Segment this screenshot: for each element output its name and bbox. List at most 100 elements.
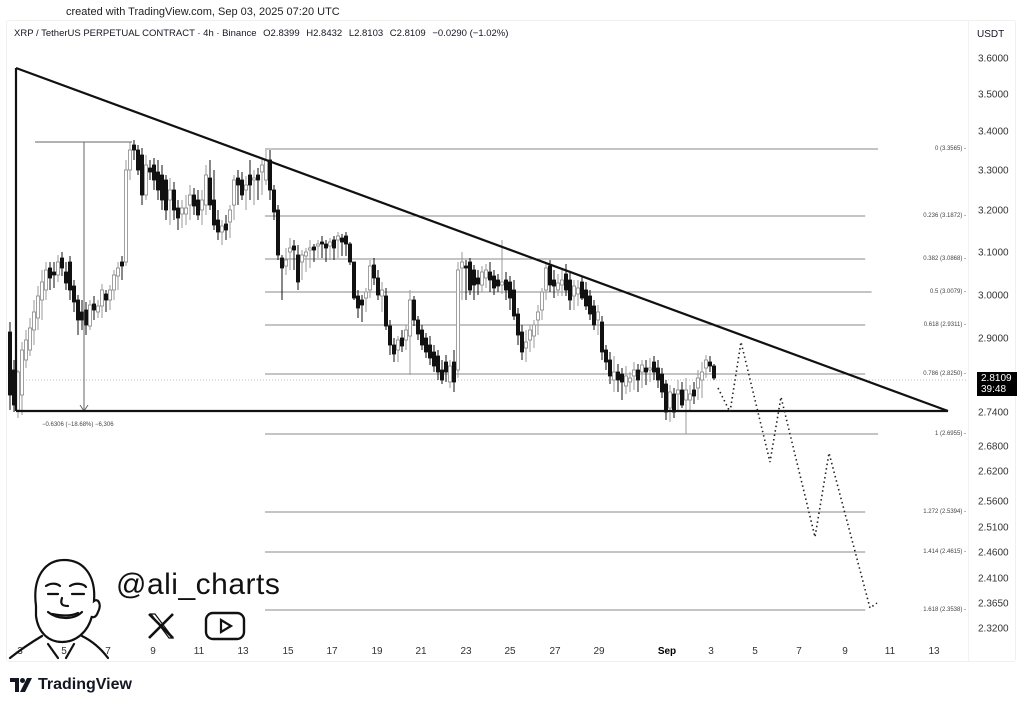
- fib-level-label: 1.272 (2.5394) -: [923, 509, 966, 515]
- price-tick-label: 3.0000: [978, 290, 1009, 302]
- bearish-candle: [223, 223, 228, 231]
- bearish-candle: [419, 329, 424, 346]
- bearish-candle: [463, 265, 468, 269]
- symbol-legend: XRP / TetherUS PERPETUAL CONTRACT · 4h ·…: [14, 28, 512, 39]
- tradingview-logo[interactable]: TradingView: [10, 676, 132, 694]
- bearish-candle: [139, 154, 144, 196]
- bullish-candle: [283, 259, 288, 267]
- bearish-candle: [516, 313, 521, 336]
- bearish-candle: [60, 257, 65, 269]
- bearish-candle: [155, 171, 160, 191]
- bullish-candle: [447, 365, 452, 383]
- bearish-candle: [491, 275, 496, 289]
- bearish-candle: [275, 209, 280, 256]
- bearish-candle: [215, 219, 220, 233]
- bullish-candle: [532, 324, 537, 337]
- bearish-candle: [48, 267, 53, 279]
- price-tick-label: 3.5000: [978, 89, 1009, 101]
- time-tick-label: 29: [593, 646, 605, 657]
- projected-path: [717, 341, 878, 610]
- bar-countdown: 39:48: [981, 384, 1007, 395]
- bullish-candle: [263, 159, 268, 181]
- bearish-candle: [68, 261, 73, 291]
- bullish-candle: [100, 289, 105, 307]
- bullish-candle: [632, 369, 637, 377]
- bearish-candle: [92, 303, 97, 311]
- fib-level-label: 0 (3.3565) -: [934, 146, 966, 152]
- bullish-candle: [499, 281, 504, 286]
- tradingview-logo-icon: [10, 678, 32, 692]
- bullish-candle: [124, 169, 129, 263]
- bearish-candle: [291, 245, 296, 251]
- bearish-candle: [171, 189, 176, 211]
- bearish-candle: [247, 174, 252, 186]
- bullish-candle: [32, 311, 37, 331]
- bullish-candle: [536, 311, 541, 321]
- bearish-candle: [76, 299, 81, 321]
- bearish-candle: [592, 305, 597, 326]
- bullish-candle: [688, 393, 693, 401]
- bullish-candle: [407, 299, 412, 337]
- time-tick-label: 11: [884, 646, 896, 657]
- bearish-candle: [211, 199, 216, 226]
- bullish-candle: [528, 329, 533, 341]
- bullish-candle: [556, 282, 561, 291]
- bearish-candle: [564, 273, 569, 291]
- bearish-candle: [608, 359, 613, 377]
- bullish-candle: [203, 174, 208, 206]
- bearish-candle: [660, 373, 665, 393]
- price-tick-label: 2.6800: [978, 441, 1009, 453]
- bullish-candle: [187, 194, 192, 206]
- bearish-candle: [399, 337, 404, 347]
- bearish-candle: [652, 361, 657, 373]
- time-tick-label: 27: [549, 646, 561, 657]
- bearish-candle: [644, 367, 649, 373]
- chart-frame: [6, 20, 1016, 662]
- ohlc-change: −0.0290 (−1.02%): [432, 28, 509, 39]
- bearish-candle: [323, 243, 328, 249]
- author-handle: @ali_charts: [116, 568, 281, 601]
- bullish-candle: [199, 199, 204, 211]
- bearish-candle: [235, 177, 240, 186]
- price-tick-label: 2.4100: [978, 573, 1009, 585]
- bullish-candle: [287, 247, 292, 253]
- price-tick-label: 3.3000: [978, 165, 1009, 177]
- bearish-candle: [84, 309, 89, 326]
- bullish-candle: [704, 359, 709, 369]
- bullish-candle: [367, 265, 372, 291]
- bullish-candle: [315, 243, 320, 247]
- bearish-candle: [411, 299, 416, 321]
- price-axis[interactable]: USDT: [968, 20, 1016, 662]
- bearish-candle: [355, 295, 360, 309]
- bullish-candle: [143, 164, 148, 196]
- bullish-candle: [307, 247, 312, 251]
- fib-level-label: 1.618 (2.3538) -: [923, 607, 966, 613]
- bullish-candle: [668, 391, 673, 409]
- bearish-candle: [104, 293, 109, 301]
- bullish-candle: [379, 289, 384, 297]
- descending-triangle: [14, 66, 949, 413]
- bearish-candle: [600, 321, 605, 353]
- bullish-candle: [327, 241, 332, 247]
- bullish-candle: [483, 269, 488, 279]
- bullish-candle: [127, 149, 132, 171]
- bearish-candle: [120, 261, 125, 267]
- fib-level-label: 0.5 (3.0079) -: [929, 289, 966, 295]
- bearish-candle: [584, 289, 589, 307]
- bullish-candle: [628, 377, 633, 383]
- bullish-candle: [524, 341, 529, 349]
- ohlc-low: L2.8103: [348, 28, 384, 39]
- ohlc-close: C2.8109: [389, 28, 426, 39]
- bullish-candle: [303, 251, 308, 257]
- bullish-candle: [112, 274, 117, 291]
- price-tick-label: 2.3200: [978, 623, 1009, 635]
- bullish-candle: [116, 267, 121, 277]
- bullish-candle: [576, 287, 581, 295]
- bearish-candle: [435, 355, 440, 373]
- bearish-candle: [475, 277, 480, 285]
- price-tick-label: 2.9000: [978, 333, 1009, 345]
- bearish-candle: [471, 269, 476, 286]
- currency-label: USDT: [977, 29, 1005, 40]
- bearish-candle: [680, 389, 685, 406]
